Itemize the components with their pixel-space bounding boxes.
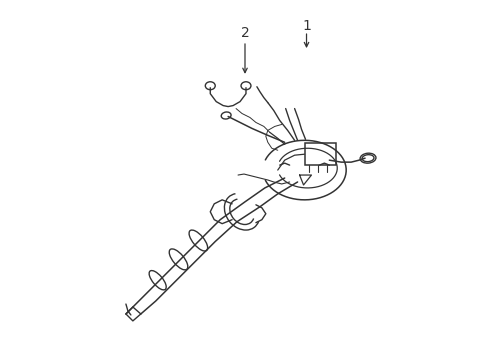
Text: 2: 2 <box>240 26 249 40</box>
Text: 1: 1 <box>302 19 310 33</box>
